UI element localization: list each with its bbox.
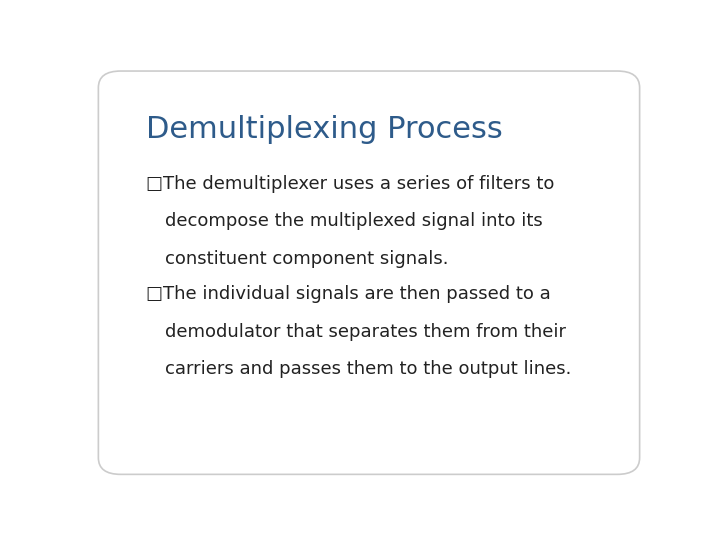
FancyBboxPatch shape [99, 71, 639, 474]
Text: Demultiplexing Process: Demultiplexing Process [145, 114, 503, 144]
Text: □The demultiplexer uses a series of filters to: □The demultiplexer uses a series of filt… [145, 175, 554, 193]
Text: □The individual signals are then passed to a: □The individual signals are then passed … [145, 285, 551, 303]
Text: decompose the multiplexed signal into its: decompose the multiplexed signal into it… [166, 212, 543, 231]
Text: demodulator that separates them from their: demodulator that separates them from the… [166, 322, 567, 341]
Text: constituent component signals.: constituent component signals. [166, 250, 449, 268]
Text: carriers and passes them to the output lines.: carriers and passes them to the output l… [166, 360, 572, 378]
